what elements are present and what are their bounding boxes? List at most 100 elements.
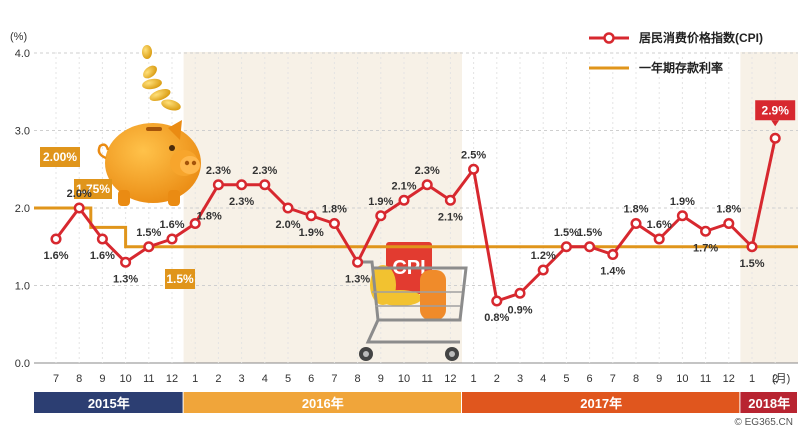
deposit-rate-badge-bg bbox=[165, 269, 195, 289]
x-tick-label: 1 bbox=[749, 373, 755, 385]
cpi-data-label: 2.0% bbox=[67, 188, 92, 200]
cpi-point bbox=[189, 217, 201, 230]
cpi-data-label: 2.0% bbox=[275, 219, 300, 231]
cpi-point bbox=[236, 179, 248, 191]
deposit-rate-badge-bg bbox=[40, 147, 80, 167]
y-tick-label: 0.0 bbox=[15, 358, 30, 370]
piggy-bank-illustration bbox=[97, 45, 201, 206]
year-segment bbox=[34, 392, 183, 413]
legend-item-rate: 一年期存款利率 bbox=[589, 60, 723, 75]
cpi-point bbox=[50, 233, 62, 245]
x-tick-label: 7 bbox=[610, 373, 616, 385]
cpi-point bbox=[73, 202, 85, 214]
credit: © EG365.CN bbox=[734, 417, 793, 428]
cpi-data-label: 1.8% bbox=[197, 211, 222, 223]
cpi-latest-badge: 2.9% bbox=[755, 100, 796, 127]
cpi-data-label: 1.8% bbox=[623, 204, 648, 216]
x-tick-label: 8 bbox=[355, 373, 361, 385]
x-tick-label: 6 bbox=[308, 373, 314, 385]
y-unit-label: (%) bbox=[10, 31, 27, 43]
deposit-rate-badge-label: 1.5% bbox=[166, 272, 194, 286]
x-tick-label: 1 bbox=[192, 373, 198, 385]
cpi-point bbox=[375, 210, 387, 222]
cpi-point bbox=[166, 233, 178, 245]
shopping-cart-illustration: CPI bbox=[358, 242, 468, 361]
cpi-data-label: 1.3% bbox=[113, 273, 138, 285]
cpi-data-label: 1.9% bbox=[299, 227, 324, 239]
cpi-point bbox=[96, 233, 108, 245]
legend: 居民消费价格指数(CPI) 一年期存款利率 bbox=[589, 30, 763, 75]
deposit-rate-badge: 1.75% bbox=[74, 179, 112, 199]
x-tick-label: 8 bbox=[633, 373, 639, 385]
legend-label-rate: 一年期存款利率 bbox=[639, 60, 723, 75]
cpi-data-label: 1.3% bbox=[345, 273, 370, 285]
y-axis: 0.0 1.0 2.0 3.0 4.0 bbox=[15, 48, 30, 370]
x-tick-label: 10 bbox=[676, 373, 688, 385]
year-segment bbox=[462, 392, 740, 413]
cpi-point bbox=[584, 241, 596, 253]
cpi-data-label: 2.9% bbox=[762, 103, 790, 117]
cpi-data-label: 1.5% bbox=[739, 258, 764, 270]
cpi-data-label: 1.6% bbox=[43, 250, 68, 262]
cpi-data-label: 1.5% bbox=[554, 227, 579, 239]
cpi-point bbox=[769, 132, 781, 144]
cpi-point bbox=[120, 256, 132, 268]
cpi-data-labels: 1.6%2.0%1.6%1.3%1.5%1.6%1.8%2.3%2.3%2.3%… bbox=[43, 100, 796, 324]
cpi-data-label: 1.8% bbox=[716, 204, 741, 216]
deposit-rate-badge-bg bbox=[74, 179, 112, 199]
x-tick-label: 7 bbox=[53, 373, 59, 385]
x-tick-label: 11 bbox=[143, 373, 154, 385]
x-tick-label: 5 bbox=[563, 373, 569, 385]
x-tick-label: 9 bbox=[656, 373, 662, 385]
cpi-data-label: 0.8% bbox=[484, 312, 509, 324]
x-tick-label: 2 bbox=[215, 373, 221, 385]
legend-label-cpi: 居民消费价格指数(CPI) bbox=[639, 30, 763, 45]
x-tick-label: 11 bbox=[700, 373, 711, 385]
cpi-data-label: 1.5% bbox=[577, 227, 602, 239]
year-segment bbox=[183, 392, 461, 413]
y-tick-label: 3.0 bbox=[15, 126, 30, 138]
cpi-point bbox=[259, 179, 271, 191]
year-label: 2015年 bbox=[88, 396, 130, 411]
cpi-data-label: 1.4% bbox=[600, 266, 625, 278]
cpi-data-label: 2.3% bbox=[229, 196, 254, 208]
cpi-point bbox=[700, 225, 712, 237]
cpi-point bbox=[491, 295, 503, 307]
cpi-data-label: 1.5% bbox=[136, 227, 161, 239]
cpi-data-label: 2.5% bbox=[461, 149, 486, 161]
cpi-series bbox=[50, 132, 781, 307]
y-tick-label: 4.0 bbox=[15, 48, 30, 60]
cpi-data-label: 1.9% bbox=[368, 196, 393, 208]
x-unit-label: (月) bbox=[772, 373, 790, 385]
cpi-point bbox=[746, 241, 758, 253]
cpi-point bbox=[653, 233, 665, 245]
cpi-point bbox=[468, 163, 480, 175]
cpi-point bbox=[212, 179, 224, 191]
x-tick-label: 12 bbox=[444, 373, 456, 385]
x-tick-label: 1 bbox=[471, 373, 477, 385]
y-tick-label: 1.0 bbox=[15, 281, 30, 293]
y-tick-label: 2.0 bbox=[15, 203, 30, 215]
deposit-rate-badge: 2.00% bbox=[40, 147, 80, 167]
cpi-point bbox=[398, 194, 410, 206]
cpi-latest-badge-bg bbox=[755, 100, 796, 121]
cpi-point bbox=[723, 217, 735, 230]
cpi-data-label: 1.9% bbox=[670, 196, 695, 208]
cpi-data-label: 2.1% bbox=[391, 180, 416, 192]
x-tick-label: 4 bbox=[262, 373, 268, 385]
x-tick-label: 6 bbox=[587, 373, 593, 385]
cpi-data-label: 2.3% bbox=[415, 165, 440, 177]
x-tick-label: 12 bbox=[723, 373, 735, 385]
cpi-data-label: 1.6% bbox=[90, 250, 115, 262]
cpi-point bbox=[630, 217, 642, 230]
cpi-point bbox=[676, 210, 688, 222]
cpi-data-label: 1.7% bbox=[693, 242, 718, 254]
x-tick-label: 3 bbox=[517, 373, 523, 385]
x-tick-label: 2 bbox=[494, 373, 500, 385]
x-axis: 7 8 9 10 11 12 1 2 3 4 5 6 7 8 9 10 11 12 1 2 3 4 5 6 7 8 9 10 11 12 1… bbox=[53, 373, 778, 385]
deposit-rate-badge-label: 2.00% bbox=[43, 150, 77, 164]
x-tick-label: 10 bbox=[398, 373, 410, 385]
x-tick-label: 8 bbox=[76, 373, 82, 385]
cpi-data-label: 1.8% bbox=[322, 204, 347, 216]
